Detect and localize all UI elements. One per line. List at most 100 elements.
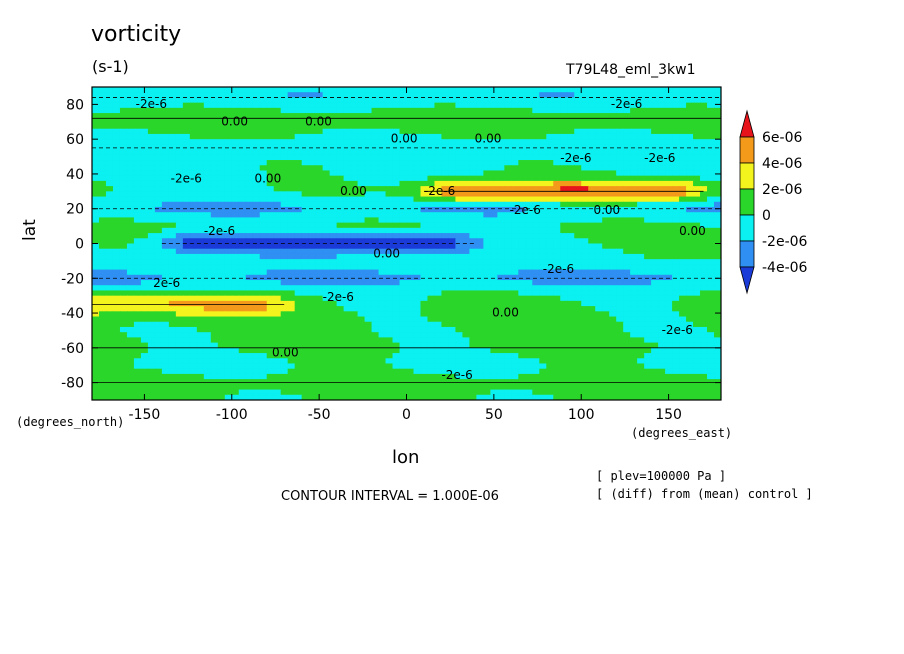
field-cell xyxy=(602,227,610,234)
field-cell xyxy=(105,92,114,99)
field-cell xyxy=(98,165,107,172)
field-cell xyxy=(532,196,540,203)
field-cell xyxy=(189,306,198,312)
field-cell xyxy=(217,175,226,182)
field-cell xyxy=(476,321,484,328)
field-cell xyxy=(623,306,631,312)
field-cell xyxy=(245,326,254,333)
field-cell xyxy=(581,227,589,234)
field-cell xyxy=(413,353,422,359)
field-cell xyxy=(469,347,477,354)
field-cell xyxy=(224,165,233,172)
field-cell xyxy=(469,285,477,292)
field-cell xyxy=(343,300,352,307)
field-cell xyxy=(595,165,603,172)
field-cell xyxy=(504,180,512,187)
field-cell xyxy=(350,201,359,208)
field-cell xyxy=(714,264,721,271)
field-cell xyxy=(161,191,170,198)
field-cell xyxy=(560,368,568,375)
field-cell xyxy=(546,107,554,114)
field-cell xyxy=(679,107,687,114)
field-cell xyxy=(588,363,596,370)
field-cell xyxy=(686,227,694,234)
field-cell xyxy=(168,248,177,255)
field-cell xyxy=(567,316,575,323)
field-cell xyxy=(315,326,324,333)
field-cell xyxy=(483,332,491,338)
field-cell xyxy=(350,123,359,130)
field-cell xyxy=(287,259,296,265)
field-cell xyxy=(252,373,261,380)
field-cell xyxy=(175,347,184,354)
field-cell xyxy=(665,248,673,255)
field-cell xyxy=(364,186,373,192)
field-cell xyxy=(308,342,317,349)
field-cell xyxy=(203,321,212,328)
field-cell xyxy=(294,233,303,239)
field-cell xyxy=(476,253,484,260)
field-cell xyxy=(637,97,645,104)
field-cell xyxy=(588,280,596,286)
field-cell xyxy=(231,186,240,192)
field-cell xyxy=(406,290,415,297)
field-cell xyxy=(686,160,694,166)
field-cell xyxy=(588,144,596,151)
field-cell xyxy=(707,358,715,365)
field-cell xyxy=(308,139,317,145)
field-cell xyxy=(672,102,680,109)
field-cell xyxy=(462,332,470,338)
field-cell xyxy=(441,212,450,219)
field-cell xyxy=(490,175,498,182)
field-cell xyxy=(189,217,198,224)
field-cell xyxy=(672,123,680,130)
field-cell xyxy=(658,123,666,130)
field-cell xyxy=(518,238,526,245)
field-cell xyxy=(525,227,533,234)
field-cell xyxy=(196,118,205,125)
field-cell xyxy=(455,353,464,359)
field-cell xyxy=(525,160,533,166)
field-cell xyxy=(497,154,505,161)
field-cell xyxy=(273,306,282,312)
field-cell xyxy=(161,123,170,130)
field-cell xyxy=(105,180,114,187)
field-cell xyxy=(616,107,624,114)
field-cell xyxy=(98,227,107,234)
field-cell xyxy=(301,358,310,365)
field-cell xyxy=(714,128,721,135)
field-cell xyxy=(98,353,107,359)
field-cell xyxy=(504,97,512,104)
field-cell xyxy=(392,280,401,286)
field-cell xyxy=(448,243,457,250)
field-cell xyxy=(126,306,135,312)
field-cell xyxy=(546,217,554,224)
field-cell xyxy=(707,274,715,281)
field-cell xyxy=(532,175,540,182)
field-cell xyxy=(210,321,219,328)
field-cell xyxy=(427,316,436,323)
field-cell xyxy=(406,97,415,104)
field-cell xyxy=(406,144,415,151)
field-cell xyxy=(504,290,512,297)
field-cell xyxy=(399,358,408,365)
field-cell xyxy=(112,238,121,245)
field-cell xyxy=(518,102,526,109)
field-cell xyxy=(294,248,303,255)
field-cell xyxy=(245,337,254,344)
field-cell xyxy=(92,233,100,239)
field-cell xyxy=(714,175,721,182)
field-cell xyxy=(672,311,680,318)
field-cell xyxy=(119,128,128,135)
field-cell xyxy=(427,128,436,135)
field-cell xyxy=(672,180,680,187)
field-cell xyxy=(518,144,526,151)
field-cell xyxy=(644,165,652,172)
field-cell xyxy=(581,248,589,255)
field-cell xyxy=(259,217,268,224)
field-cell xyxy=(245,347,254,354)
field-cell xyxy=(224,300,233,307)
field-cell xyxy=(350,274,359,281)
field-cell xyxy=(175,227,184,234)
field-cell xyxy=(427,133,436,140)
